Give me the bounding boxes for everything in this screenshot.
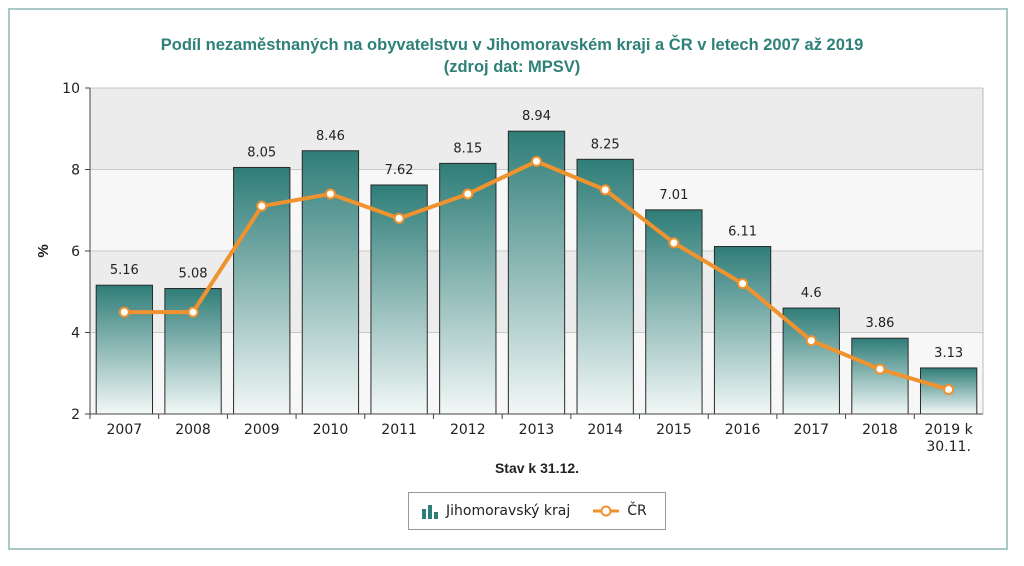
line-point [737, 278, 749, 290]
bar [95, 284, 154, 415]
legend-item-line[interactable]: ČR [592, 503, 647, 519]
x-tick-label: 2017 [793, 422, 829, 438]
x-tick-label: 2018 [862, 422, 898, 438]
bar-chart-icon [422, 505, 438, 519]
legend-label-line: ČR [627, 503, 647, 519]
x-tick-label: 2014 [587, 422, 623, 438]
line-point [531, 155, 542, 167]
legend-label-bars: Jihomoravský kraj [446, 503, 571, 519]
bar [507, 130, 566, 415]
bar-value-label: 4.6 [801, 286, 822, 301]
x-tick-label: 2010 [313, 422, 349, 438]
x-tick-label: 2012 [450, 422, 486, 438]
bar-value-label: 8.05 [247, 145, 276, 160]
line-point [256, 200, 268, 212]
line-point [668, 237, 680, 249]
x-tick-label: 2019 k 30.11. [925, 422, 974, 455]
x-tick-label: 2015 [656, 422, 692, 438]
line-marker-icon [593, 505, 620, 517]
bar [439, 162, 497, 415]
y-tick-label: 4 [71, 326, 80, 342]
bar-value-label: 8.94 [522, 109, 551, 124]
x-tick-label: 2016 [725, 422, 761, 438]
x-tick-label: 2008 [175, 422, 211, 438]
bar-value-label: 3.86 [865, 316, 894, 331]
chart-title-line1: Podíl nezaměstnaných na obyvatelstvu v J… [160, 36, 864, 54]
line-point [943, 384, 955, 396]
line-point [118, 306, 130, 318]
y-tick-label: 2 [71, 407, 80, 423]
line-point [874, 363, 886, 375]
bar-value-label: 8.46 [316, 129, 345, 144]
bar-value-label: 8.15 [453, 141, 482, 156]
chart-title: Podíl nezaměstnaných na obyvatelstvu v J… [0, 34, 1024, 78]
bar-value-label: 8.25 [591, 137, 620, 152]
line-point [187, 306, 199, 318]
x-axis-label: Stav k 31.12. [495, 460, 579, 476]
x-tick-label: 2007 [107, 422, 143, 438]
x-tick-label: 2011 [381, 422, 417, 438]
bar-value-label: 3.13 [934, 346, 963, 361]
y-tick-label: 10 [62, 81, 80, 97]
bar [576, 158, 634, 415]
line-point [599, 184, 611, 196]
line-point [393, 212, 405, 224]
line-point [805, 335, 817, 347]
legend: Jihomoravský kraj ČR [408, 492, 666, 530]
line-point [324, 188, 336, 200]
x-tick-label: 2013 [519, 422, 555, 438]
y-tick-label: 6 [71, 244, 80, 260]
chart-subtitle: (zdroj dat: MPSV) [443, 58, 581, 76]
y-tick-label: 8 [71, 163, 80, 179]
line-point [462, 188, 474, 200]
legend-item-bars[interactable]: Jihomoravský kraj [421, 503, 570, 519]
y-axis-label: % [35, 244, 52, 257]
bar-value-label: 7.62 [385, 163, 414, 178]
bar-value-label: 5.08 [179, 266, 208, 281]
bar-value-label: 7.01 [659, 188, 688, 203]
bar-value-label: 6.11 [728, 225, 757, 240]
bar-value-label: 5.16 [110, 263, 139, 278]
x-tick-label: 2009 [244, 422, 280, 438]
